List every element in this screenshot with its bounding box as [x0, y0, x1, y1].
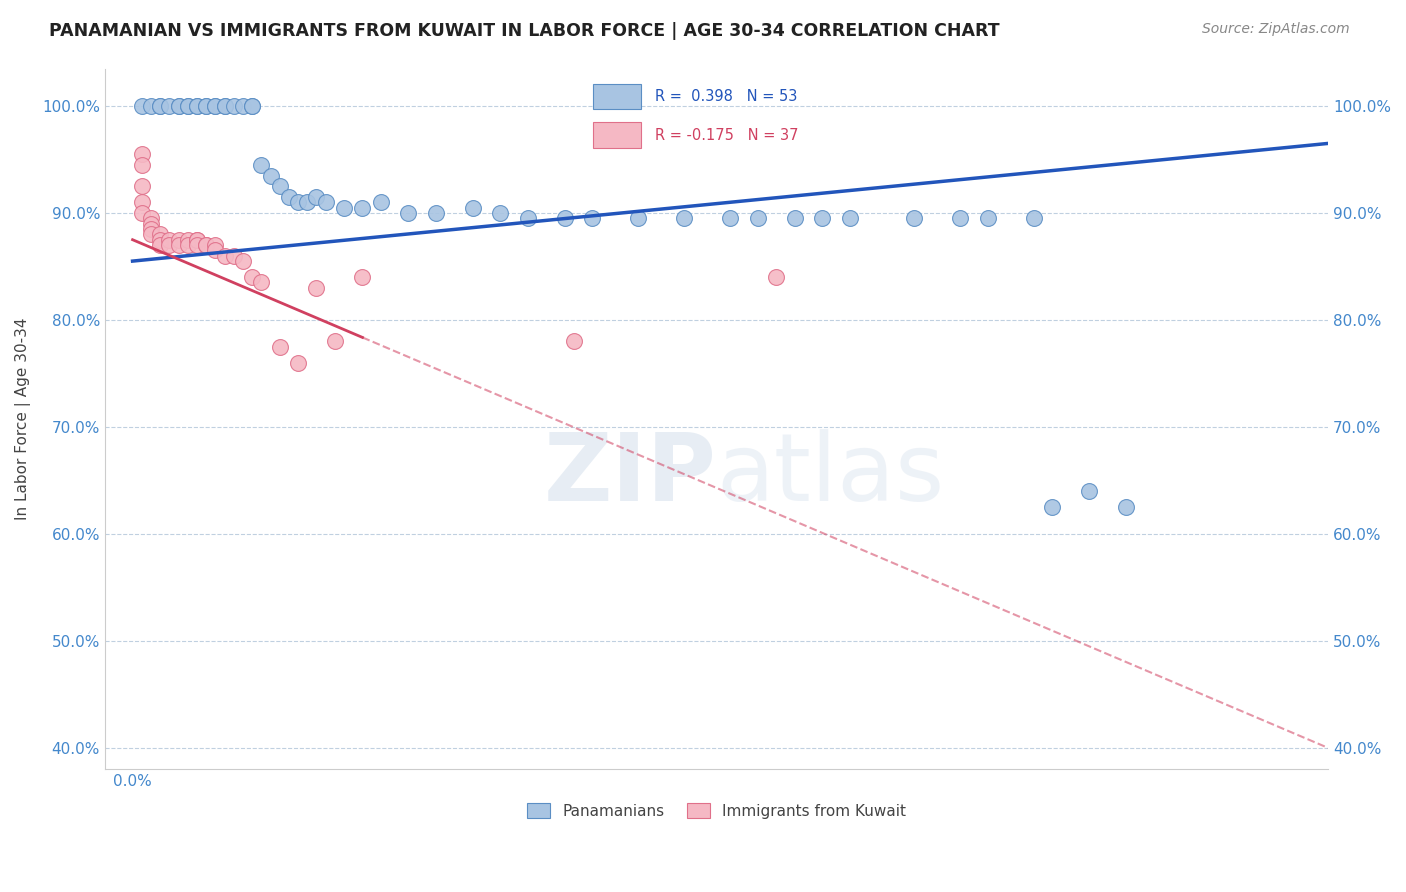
Point	[747, 211, 769, 226]
Point	[352, 201, 374, 215]
Point	[195, 99, 218, 113]
Point	[811, 211, 834, 226]
Point	[204, 238, 226, 252]
Point	[554, 211, 576, 226]
Point	[1115, 500, 1137, 515]
Point	[186, 238, 208, 252]
Point	[195, 238, 218, 252]
Point	[765, 270, 787, 285]
Point	[149, 238, 172, 252]
Point	[157, 233, 180, 247]
Point	[323, 334, 346, 349]
Point	[581, 211, 603, 226]
Point	[131, 206, 153, 220]
Point	[204, 99, 226, 113]
Point	[139, 227, 162, 242]
Text: atlas: atlas	[717, 429, 945, 521]
Point	[139, 222, 162, 236]
Point	[977, 211, 1000, 226]
Point	[1040, 500, 1063, 515]
Point	[269, 340, 291, 354]
Point	[240, 99, 263, 113]
Point	[177, 238, 200, 252]
Point	[139, 99, 162, 113]
Point	[214, 249, 236, 263]
Point	[627, 211, 650, 226]
Point	[783, 211, 806, 226]
Point	[131, 99, 153, 113]
Point	[167, 238, 190, 252]
Point	[370, 195, 392, 210]
Point	[1022, 211, 1045, 226]
Point	[489, 206, 512, 220]
Text: ZIP: ZIP	[544, 429, 717, 521]
Point	[167, 99, 190, 113]
Legend: Panamanians, Immigrants from Kuwait: Panamanians, Immigrants from Kuwait	[520, 797, 912, 825]
Point	[167, 233, 190, 247]
Point	[186, 233, 208, 247]
Y-axis label: In Labor Force | Age 30-34: In Labor Force | Age 30-34	[15, 318, 31, 520]
Point	[287, 356, 309, 370]
Point	[186, 233, 208, 247]
Point	[903, 211, 925, 226]
Point	[250, 276, 273, 290]
Point	[131, 179, 153, 194]
Point	[352, 270, 374, 285]
Point	[186, 99, 208, 113]
Point	[277, 190, 299, 204]
Point	[305, 281, 328, 295]
Point	[139, 211, 162, 226]
Point	[222, 99, 245, 113]
Point	[214, 99, 236, 113]
Point	[232, 99, 254, 113]
Point	[259, 169, 281, 183]
Point	[240, 270, 263, 285]
Point	[269, 179, 291, 194]
Point	[195, 99, 218, 113]
Point	[287, 195, 309, 210]
Point	[398, 206, 420, 220]
Point	[131, 158, 153, 172]
Point	[517, 211, 540, 226]
Point	[157, 99, 180, 113]
Text: PANAMANIAN VS IMMIGRANTS FROM KUWAIT IN LABOR FORCE | AGE 30-34 CORRELATION CHAR: PANAMANIAN VS IMMIGRANTS FROM KUWAIT IN …	[49, 22, 1000, 40]
Point	[167, 99, 190, 113]
Point	[673, 211, 696, 226]
Point	[149, 227, 172, 242]
Point	[222, 249, 245, 263]
Point	[305, 190, 328, 204]
Text: Source: ZipAtlas.com: Source: ZipAtlas.com	[1202, 22, 1350, 37]
Point	[131, 147, 153, 161]
Point	[204, 99, 226, 113]
Point	[139, 217, 162, 231]
Point	[204, 244, 226, 258]
Point	[1078, 484, 1101, 499]
Point	[177, 233, 200, 247]
Point	[177, 99, 200, 113]
Point	[149, 99, 172, 113]
Point	[333, 201, 356, 215]
Point	[562, 334, 585, 349]
Point	[157, 238, 180, 252]
Point	[949, 211, 972, 226]
Point	[461, 201, 484, 215]
Point	[240, 99, 263, 113]
Point	[297, 195, 319, 210]
Point	[177, 99, 200, 113]
Point	[214, 99, 236, 113]
Point	[232, 254, 254, 268]
Point	[250, 158, 273, 172]
Point	[195, 238, 218, 252]
Point	[425, 206, 447, 220]
Point	[149, 233, 172, 247]
Point	[186, 99, 208, 113]
Point	[315, 195, 337, 210]
Point	[131, 195, 153, 210]
Point	[718, 211, 741, 226]
Point	[838, 211, 860, 226]
Point	[149, 99, 172, 113]
